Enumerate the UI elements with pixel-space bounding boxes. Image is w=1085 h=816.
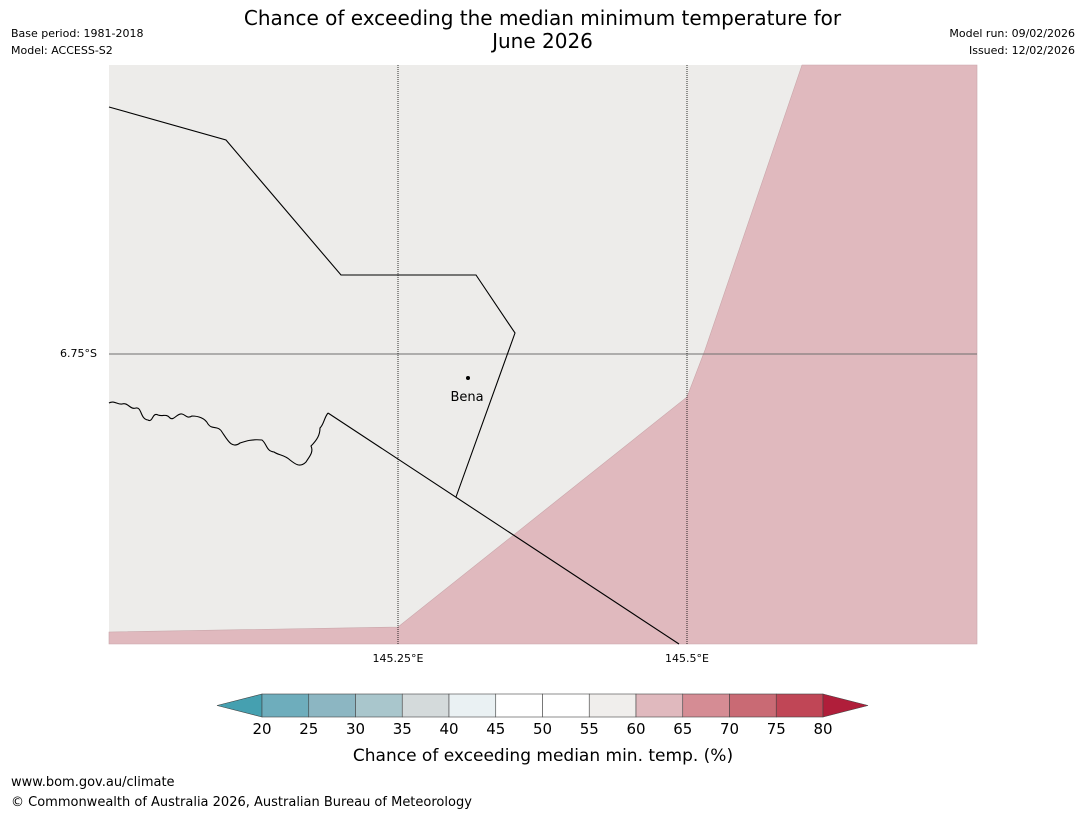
colorbar-tick-label: 70 xyxy=(719,720,740,738)
colorbar-tick-label: 55 xyxy=(579,720,599,738)
colorbar-segment-70-75 xyxy=(729,693,777,718)
place-label-bena: Bena xyxy=(450,390,483,405)
colorbar-segment-40-45 xyxy=(448,693,497,718)
colorbar-segment-50-55 xyxy=(542,693,590,718)
colorbar-segment-20-25 xyxy=(261,693,310,718)
colorbar-tick-label: 50 xyxy=(532,720,553,738)
colorbar-tick-label: 65 xyxy=(673,720,693,738)
latitude-label: 6.75°S xyxy=(60,347,97,360)
model-run-text: Model run: 09/02/2026 xyxy=(949,27,1075,40)
colorbar-tick-label: 30 xyxy=(345,720,366,738)
colorbar-segment-45-50 xyxy=(495,693,543,718)
longitude-label-145-25: 145.25°E xyxy=(372,652,424,665)
colorbar xyxy=(216,693,869,718)
colorbar-segment-75-80 xyxy=(775,693,824,718)
bena-marker[interactable] xyxy=(466,376,470,380)
region-border-south xyxy=(327,412,680,645)
colorbar-segment-30-35 xyxy=(355,693,403,718)
colorbar-tick-label: 25 xyxy=(299,720,319,738)
colorbar-tick-label: 60 xyxy=(626,720,646,738)
colorbar-tick-label: 20 xyxy=(252,720,272,738)
map-title: Chance of exceeding the median minimum t… xyxy=(180,7,905,53)
title-line-2: June 2026 xyxy=(492,29,593,53)
river-coastline xyxy=(108,401,329,466)
colorbar-tick-label: 40 xyxy=(439,720,459,738)
colorbar-segment-25-30 xyxy=(308,693,356,718)
issued-text: Issued: 12/02/2026 xyxy=(968,44,1075,57)
longitude-label-145-5: 145.5°E xyxy=(665,652,709,665)
colorbar-segment-55-60 xyxy=(588,693,637,718)
colorbar-title: Chance of exceeding median min. temp. (%… xyxy=(352,746,734,766)
footer-url[interactable]: www.bom.gov.au/climate xyxy=(11,775,175,790)
base-period-text: Base period: 1981-2018 xyxy=(11,27,144,40)
forecast-map[interactable]: Bena xyxy=(0,0,1085,700)
title-line-1: Chance of exceeding the median minimum t… xyxy=(243,6,842,30)
colorbar-tick-label: 45 xyxy=(486,720,506,738)
model-text: Model: ACCESS-S2 xyxy=(11,44,113,57)
region-60-65-percent xyxy=(108,64,978,645)
colorbar-tick-label: 80 xyxy=(813,720,833,738)
colorbar-segment-60-65 xyxy=(635,693,684,718)
colorbar-tick-label: 75 xyxy=(766,720,786,738)
colorbar-extend-high xyxy=(822,693,869,718)
region-border-north xyxy=(108,106,516,498)
colorbar-segment-35-40 xyxy=(401,693,450,718)
colorbar-extend-low xyxy=(216,693,263,718)
footer-copyright: © Commonwealth of Australia 2026, Austra… xyxy=(11,795,472,810)
colorbar-tick-label: 35 xyxy=(392,720,412,738)
colorbar-segment-65-70 xyxy=(682,693,730,718)
